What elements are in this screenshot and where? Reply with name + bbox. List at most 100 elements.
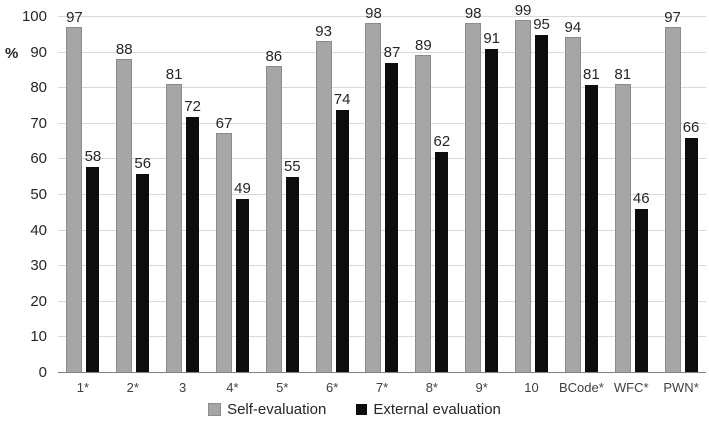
bar-value-label: 81 — [583, 65, 600, 83]
legend: Self-evaluation External evaluation — [0, 401, 709, 418]
gridline — [58, 51, 706, 53]
y-tick-label: 50 — [30, 186, 47, 203]
bar-external-PWN*: 66 — [683, 119, 699, 373]
gridline — [58, 265, 706, 267]
bar-external-WFC*: 46 — [633, 190, 650, 373]
bar-self-10: 99 — [515, 2, 531, 373]
bar-self-5*: 86 — [265, 48, 282, 373]
bar-self-8*: 89 — [415, 37, 432, 373]
x-axis-line — [58, 372, 706, 373]
bar-external-10: 95 — [533, 16, 550, 373]
gridline — [58, 122, 706, 124]
bar-value-label: 81 — [165, 65, 183, 83]
bar-self-3: 81 — [166, 66, 182, 373]
bar-value-label: 94 — [564, 19, 582, 37]
bar-value-label: 98 — [365, 5, 382, 23]
bar-value-label: 95 — [533, 15, 550, 33]
bar-value-label: 98 — [464, 5, 482, 23]
bar-external-4*: 49 — [234, 180, 251, 373]
bar-value-label: 46 — [632, 190, 650, 208]
y-tick-label: 100 — [21, 8, 47, 25]
bar-self-7*: 98 — [365, 5, 382, 373]
y-tick-label: 10 — [30, 328, 47, 346]
bar-group-PWN*: 97 66 — [656, 9, 706, 373]
x-tick-label-7*: 7* — [375, 380, 389, 395]
bar-external-3: 72 — [184, 98, 201, 373]
bar-value-label: 55 — [283, 158, 301, 176]
bar-group-3: 81 72 — [158, 17, 208, 373]
bar-external-2*: 56 — [134, 155, 151, 373]
bar-value-label: 97 — [66, 8, 83, 26]
x-tick-label-PWN*: PWN* — [663, 380, 699, 395]
legend-item-external-evaluation: External evaluation — [356, 401, 501, 418]
bar-value-label: 97 — [664, 8, 681, 26]
bar-value-label: 72 — [184, 97, 201, 115]
gridline — [58, 16, 706, 17]
bar-value-label: 81 — [614, 65, 632, 83]
bar-self-2*: 88 — [116, 41, 133, 373]
x-tick-label-8*: 8* — [425, 380, 438, 395]
x-axis: 1* 2* 3 4* 5* 6* 7* 8* 9* 10 BCode* WFC* PWN* — [58, 380, 706, 398]
plot-area: 97 58 88 56 81 72 67 49 86 55 93 74 98 87 89 62 98 91 99 95… — [58, 2, 706, 373]
y-axis-title: % — [5, 45, 19, 62]
legend-swatch-self-evaluation-icon — [208, 403, 222, 416]
y-axis: 0 10 20 30 40 50 60 70 80 90 100 — [0, 0, 47, 429]
gridline — [58, 336, 706, 338]
bar-external-9*: 91 — [483, 30, 500, 373]
gridline — [58, 229, 706, 231]
bar-value-label: 86 — [265, 47, 283, 65]
x-tick-label-4*: 4* — [226, 380, 239, 395]
bar-group-6*: 93 74 — [307, 17, 357, 373]
y-tick-label: 90 — [30, 43, 47, 61]
bar-value-label: 56 — [134, 154, 152, 172]
bar-value-label: 66 — [682, 119, 700, 137]
bar-external-7*: 87 — [384, 44, 400, 373]
legend-item-self-evaluation: Self-evaluation — [208, 401, 326, 418]
bar-self-BCode*: 94 — [565, 19, 581, 373]
y-tick-label: 0 — [38, 364, 47, 381]
bar-group-5*: 86 55 — [257, 17, 307, 373]
y-tick-label: 40 — [30, 221, 47, 239]
gridline — [58, 158, 706, 160]
bar-self-9*: 98 — [465, 5, 482, 373]
bar-group-10: 99 95 — [507, 2, 557, 373]
y-tick-label: 70 — [30, 114, 47, 132]
y-tick-label: 30 — [30, 257, 47, 275]
x-tick-label-10: 10 — [524, 380, 539, 395]
bar-value-label: 49 — [234, 179, 251, 197]
bar-group-8*: 89 62 — [407, 17, 457, 373]
bar-self-6*: 93 — [315, 23, 332, 373]
bar-group-1*: 97 58 — [58, 9, 108, 373]
x-tick-label-9*: 9* — [475, 380, 488, 395]
x-tick-label-3: 3 — [178, 380, 187, 395]
bar-group-WFC*: 81 46 — [606, 17, 656, 373]
bar-value-label: 58 — [84, 147, 102, 165]
bar-external-8*: 62 — [434, 133, 450, 373]
y-tick-label: 20 — [30, 292, 47, 310]
gridline — [58, 194, 706, 195]
x-tick-label-6*: 6* — [325, 380, 339, 395]
bar-external-BCode*: 81 — [583, 66, 600, 373]
bar-group-7*: 98 87 — [357, 5, 407, 373]
bar-group-2*: 88 56 — [108, 17, 158, 373]
bar-value-label: 89 — [415, 37, 432, 55]
gridline — [58, 300, 706, 302]
bar-value-label: 62 — [433, 133, 451, 151]
bar-external-5*: 55 — [284, 158, 301, 373]
legend-label-external-evaluation: External evaluation — [373, 401, 501, 418]
bar-group-4*: 67 49 — [208, 17, 258, 373]
bar-group-9*: 98 91 — [457, 5, 507, 373]
bar-group-BCode*: 94 81 — [556, 17, 606, 373]
x-tick-label-5*: 5* — [276, 380, 289, 395]
bar-external-6*: 74 — [334, 91, 350, 373]
bar-value-label: 67 — [215, 115, 233, 133]
bar-value-label: 74 — [333, 90, 351, 108]
x-tick-label-1*: 1* — [76, 380, 90, 395]
bar-self-WFC*: 81 — [614, 66, 631, 373]
legend-label-self-evaluation: Self-evaluation — [227, 401, 327, 418]
x-tick-label-2*: 2* — [126, 380, 139, 395]
bar-value-label: 88 — [115, 40, 133, 58]
bar-value-label: 99 — [514, 1, 532, 19]
y-tick-label: 80 — [30, 79, 47, 97]
